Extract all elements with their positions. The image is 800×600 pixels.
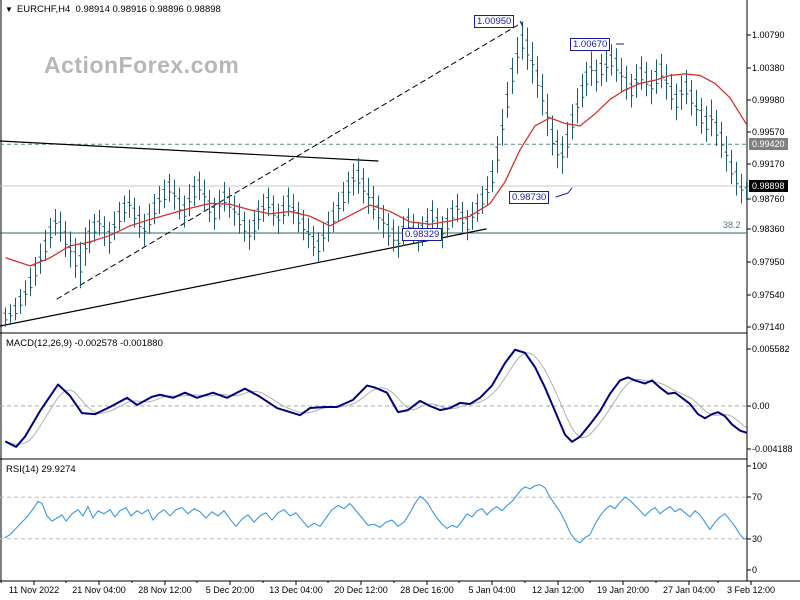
symbol-label: EURCHF,H4 [16,4,71,15]
price-annotation: 1.00950 [474,15,515,28]
time-axis-label: 13 Dec 04:00 [269,585,323,595]
rsi-axis-label: 70 [752,492,763,502]
time-axis-label: 21 Nov 04:00 [72,585,126,595]
time-axis-label: 5 Dec 20:00 [205,585,255,595]
price-axis-label: 1.00790 [752,30,785,40]
rsi-indicator-label: RSI(14) 29.9274 [6,464,76,475]
price-axis-label: 0.99570 [752,127,785,137]
actionforex-watermark: ActionForex.com [44,52,240,78]
macd-signal-line [5,352,747,445]
price-axis-label: 0.99170 [752,159,785,169]
time-axis-label: 28 Dec 16:00 [400,585,454,595]
price-annotation: 1.00670 [570,38,611,51]
price-axis-label: 0.98360 [752,224,785,234]
rsi-axis-label: 0 [752,565,758,575]
price-tag-0.98898: 0.98898 [749,180,788,192]
price-axis-label: 0.97140 [752,322,785,332]
price-annotation: 0.98329 [402,228,443,241]
price-axis-label: 0.99980 [752,95,785,105]
rsi-axis-label: 30 [752,534,763,544]
price-axis-label: 0.97950 [752,257,785,267]
macd-main-line [5,348,747,448]
rsi-axis-label: 100 [752,461,768,471]
time-axis-label: 12 Jan 12:00 [531,585,585,595]
time-axis-label: 19 Jan 20:00 [596,585,650,595]
macd-axis-label: -0.004188 [752,444,793,454]
time-axis-label: 28 Nov 12:00 [138,585,192,595]
price-annotation: 0.98730 [509,191,550,204]
time-axis-label: 3 Feb 12:00 [726,585,776,595]
time-axis-label: 20 Dec 12:00 [334,585,388,595]
macd-axis-label: 0.005582 [752,344,790,354]
ascending-trendline [0,228,487,327]
symbol-header: ▼ EURCHF,H4 0.98914 0.98916 0.98896 0.988… [5,4,221,15]
time-axis-label: 27 Jan 04:00 [662,585,716,595]
price-axis-label: 0.97540 [752,290,785,300]
chart-dropdown-icon[interactable]: ▼ [5,5,13,14]
price-axis-label: 0.98760 [752,194,785,204]
rsi-line [4,484,747,544]
annotation-connector [519,20,524,28]
time-axis-label: 11 Nov 2022 [8,585,60,595]
ohlc-values: 0.98914 0.98916 0.98896 0.98898 [75,4,221,15]
ma-line [5,73,747,267]
fib-382-label: 38.2 [723,220,741,230]
time-axis-label: 5 Jan 04:00 [468,585,516,595]
macd-axis-label: 0.00 [752,401,770,411]
price-axis-label: 1.00380 [752,63,785,73]
ascending-dashed-trendline [56,21,524,300]
descending-trendline [0,140,379,162]
price-tag-0.99420: 0.99420 [749,138,788,150]
macd-indicator-label: MACD(12,26,9) -0.002578 -0.001880 [6,338,163,349]
annotation-connector [555,187,573,198]
